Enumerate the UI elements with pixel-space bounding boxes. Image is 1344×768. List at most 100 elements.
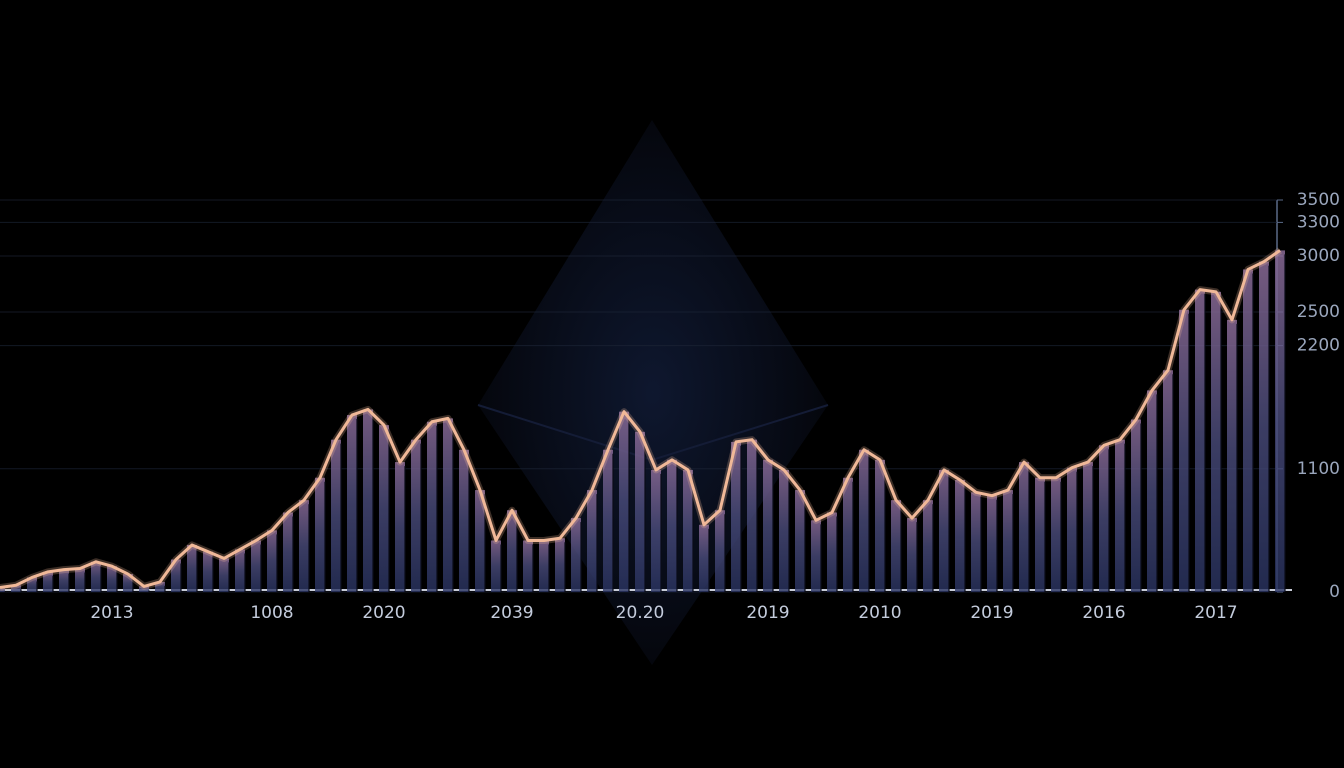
- bar: [1035, 477, 1045, 592]
- bar: [1115, 439, 1125, 592]
- bar: [555, 538, 565, 592]
- bar: [923, 500, 933, 592]
- bar: [795, 490, 805, 592]
- x-tick-label: 20.20: [616, 603, 665, 623]
- bar: [395, 462, 405, 592]
- bar: [171, 559, 181, 592]
- bar: [379, 425, 389, 592]
- bar: [907, 518, 917, 592]
- bar: [1003, 490, 1013, 592]
- bar: [507, 510, 517, 592]
- bar: [59, 569, 69, 592]
- bar: [1099, 445, 1109, 592]
- bar: [459, 449, 469, 592]
- y-tick-label: 2200: [1297, 336, 1340, 356]
- bar: [139, 586, 149, 592]
- bar: [1243, 269, 1253, 592]
- bar: [571, 518, 581, 592]
- bar: [1083, 462, 1093, 592]
- bar: [955, 480, 965, 592]
- x-tick-label: 1008: [250, 603, 293, 623]
- bar: [651, 469, 661, 592]
- x-tick-label: 2039: [490, 603, 533, 623]
- bar: [1227, 319, 1237, 592]
- bar: [667, 459, 677, 592]
- bar: [299, 500, 309, 592]
- bar: [715, 510, 725, 592]
- bar: [635, 431, 645, 592]
- bar: [347, 415, 357, 592]
- bar: [763, 459, 773, 592]
- bar: [747, 439, 757, 592]
- x-tick-label: 2017: [1194, 603, 1237, 623]
- bar: [427, 421, 437, 592]
- y-tick-label: 1100: [1297, 459, 1340, 479]
- bar: [123, 574, 133, 592]
- x-tick-label: 2020: [362, 603, 405, 623]
- y-tick-label: 3000: [1297, 246, 1340, 266]
- bar: [1259, 261, 1269, 592]
- bar: [203, 551, 213, 592]
- bar: [155, 581, 165, 592]
- bar: [411, 439, 421, 592]
- x-tick-label: 2019: [746, 603, 789, 623]
- bar: [1067, 467, 1077, 592]
- y-tick-label: 3500: [1297, 190, 1340, 210]
- bar: [1275, 250, 1285, 592]
- bar: [443, 418, 453, 592]
- bar: [1195, 289, 1205, 592]
- bar: [1163, 370, 1173, 592]
- bar: [11, 585, 21, 592]
- bar: [283, 512, 293, 592]
- bar: [875, 459, 885, 592]
- bar: [1051, 477, 1061, 592]
- bar: [235, 549, 245, 592]
- bar: [731, 441, 741, 592]
- bar: [331, 439, 341, 592]
- bar: [699, 524, 709, 592]
- bar: [0, 587, 5, 592]
- bar: [43, 571, 53, 592]
- y-tick-label: 3300: [1297, 212, 1340, 232]
- bar: [363, 409, 373, 592]
- bar: [1179, 309, 1189, 592]
- bar: [475, 490, 485, 592]
- bar: [987, 495, 997, 592]
- bar: [27, 577, 37, 592]
- y-tick-label: 0: [1329, 582, 1340, 602]
- bar: [603, 449, 613, 592]
- bar: [539, 540, 549, 592]
- bar: [315, 477, 325, 592]
- x-tick-label: 2013: [90, 603, 133, 623]
- bar: [843, 477, 853, 592]
- bar: [75, 568, 85, 592]
- bar: [683, 469, 693, 592]
- bar: [1147, 390, 1157, 592]
- bar: [1131, 419, 1141, 592]
- bar: [891, 500, 901, 592]
- bar: [1211, 291, 1221, 592]
- x-tick-label: 2016: [1082, 603, 1125, 623]
- bar: [187, 544, 197, 592]
- bar: [523, 540, 533, 592]
- bar: [619, 411, 629, 592]
- bar: [251, 540, 261, 592]
- bar: [267, 530, 277, 592]
- bar: [219, 558, 229, 592]
- bar: [827, 512, 837, 592]
- bar: [91, 561, 101, 592]
- bar: [811, 520, 821, 592]
- x-tick-label: 2019: [970, 603, 1013, 623]
- bar: [859, 449, 869, 592]
- line: [0, 249, 1281, 590]
- bar: [1019, 462, 1029, 592]
- bar: [107, 566, 117, 592]
- bar: [587, 490, 597, 592]
- bar: [491, 540, 501, 592]
- y-tick-label: 2500: [1297, 302, 1340, 322]
- bar: [939, 469, 949, 592]
- x-tick-label: 2010: [858, 603, 901, 623]
